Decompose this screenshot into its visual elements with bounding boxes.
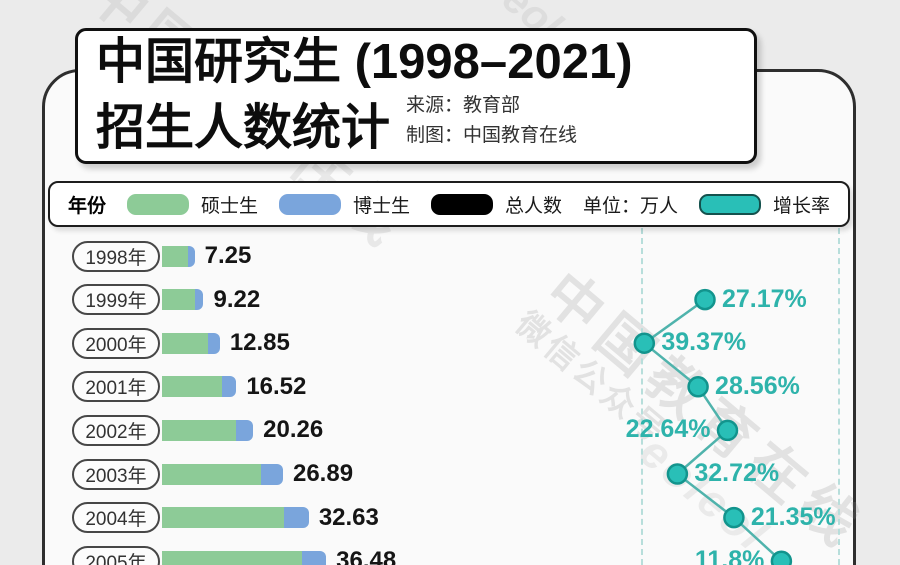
total-bar [162,463,283,485]
phd-bar-segment [208,332,220,354]
total-swatch-icon [431,193,493,215]
credit-label: 制图：中国教育在线 [406,125,578,147]
total-value-label: 36.48 [336,547,397,565]
growth-axis-zero-gridline [838,228,840,565]
phd-bar-segment [194,289,204,311]
source-label: 来源：教育部 [406,94,521,116]
total-bar [162,550,327,565]
growth-value-label: 32.72% [694,458,780,487]
masters-bar-segment [162,289,195,311]
total-bar [162,507,309,529]
year-pill-label: 2004年 [72,502,160,534]
year-row: 2001年 16.52 [72,365,306,409]
year-row: 2002年 20.26 [72,408,323,452]
growth-value-label: 11.8% [694,546,765,565]
total-bar [162,419,254,441]
growth-value-label: 27.17% [721,284,807,313]
year-row: 1999年 9.22 [72,278,260,322]
legend-unit-label: 单位：万人 [583,195,679,217]
year-row: 2000年 12.85 [72,321,290,365]
growth-value-label: 22.64% [625,415,711,444]
year-row: 1998年 7.25 [72,234,251,278]
year-row: 2004年 32.63 [72,496,379,540]
year-row: 2003年 26.89 [72,452,353,496]
total-value-label: 7.25 [204,242,252,269]
masters-bar-segment [162,245,188,267]
legend-year-label: 年份 [67,195,106,217]
masters-bar-segment [162,376,223,398]
legend-item-masters: 硕士生 [126,191,258,218]
total-value-label: 26.89 [292,460,354,487]
total-bar [162,376,237,398]
growth-value-label: 21.35% [750,502,836,531]
year-pill-label: 2005年 [72,545,160,565]
year-pill-label: 2003年 [72,458,160,490]
total-value-label: 16.52 [246,372,307,400]
growth-axis-max-gridline [641,228,643,565]
legend-item-growth: 增长率 [699,191,830,218]
phd-bar-segment [261,463,283,485]
masters-bar-segment [162,332,209,354]
legend-item-phd: 博士生 [278,191,410,218]
total-bar [162,289,204,311]
year-pill-label: 2002年 [72,414,160,446]
total-value-label: 20.26 [263,416,324,444]
masters-bar-segment [162,550,302,565]
growth-value-label: 39.37% [661,328,747,357]
year-pill-label: 1998年 [72,240,160,272]
growth-swatch-icon [699,193,762,215]
legend-item-total: 总人数 [431,191,562,218]
total-value-label: 12.85 [229,329,290,357]
total-value-label: 32.63 [318,503,379,531]
legend-total-label: 总人数 [505,195,563,217]
title-box: 中国研究生 (1998–2021) 招生人数统计 来源：教育部 制图：中国教育在… [75,28,757,164]
phd-bar-segment [222,376,237,398]
growth-value-label: 28.56% [715,371,800,400]
masters-bar-segment [162,463,262,485]
phd-swatch-icon [278,193,341,215]
chart-title-line1: 中国研究生 (1998–2021) [96,35,633,89]
year-pill-label: 2000年 [72,327,160,359]
legend-bar: 年份 硕士生 博士生 总人数 单位：万人 增长率 [48,181,850,227]
phd-bar-segment [235,419,254,441]
masters-swatch-icon [126,193,189,215]
legend-masters-label: 硕士生 [200,195,258,217]
masters-bar-segment [162,419,236,441]
phd-bar-segment [301,550,327,565]
chart-title-line2: 招生人数统计 [96,100,391,155]
phd-bar-segment [187,245,195,267]
year-pill-label: 2001年 [72,371,160,403]
legend-phd-label: 博士生 [352,195,410,217]
total-bar [162,245,195,267]
year-pill-label: 1999年 [72,284,160,316]
year-row: 2005年 36.48 [72,539,396,565]
phd-bar-segment [283,507,309,529]
legend-growth-label: 增长率 [773,195,831,217]
total-bar [162,332,220,354]
total-value-label: 9.22 [213,285,261,313]
masters-bar-segment [162,507,284,529]
